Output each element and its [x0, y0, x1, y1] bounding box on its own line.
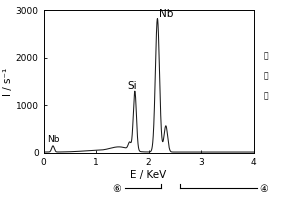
Text: ④: ④ [260, 184, 268, 194]
Text: 来: 来 [263, 72, 268, 80]
X-axis label: E / KeV: E / KeV [130, 170, 166, 180]
Text: Si: Si [127, 81, 136, 91]
Text: ⑥: ⑥ [112, 184, 122, 194]
Y-axis label: I / s⁻¹: I / s⁻¹ [3, 67, 13, 96]
Text: Nb: Nb [47, 135, 59, 144]
Text: 片: 片 [263, 92, 268, 100]
Text: 三: 三 [263, 51, 268, 60]
Text: Nb: Nb [159, 9, 173, 19]
